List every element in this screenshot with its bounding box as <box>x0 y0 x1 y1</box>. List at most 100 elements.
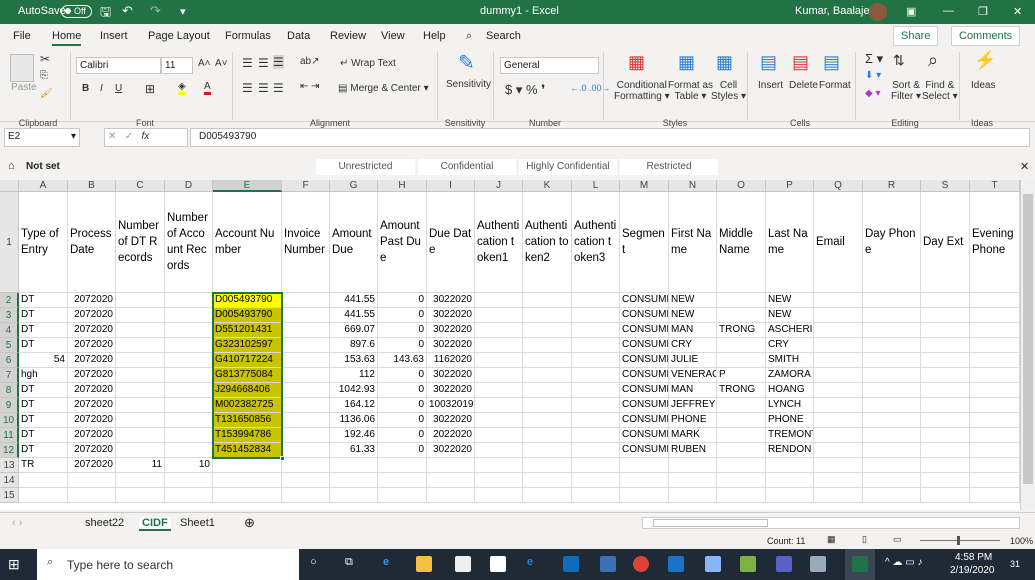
currency-icon[interactable]: $ ▾ % ❜ <box>505 82 546 97</box>
cell[interactable] <box>213 488 282 503</box>
cell[interactable] <box>523 368 572 383</box>
cell[interactable] <box>116 398 165 413</box>
cell[interactable] <box>572 413 620 428</box>
cell[interactable]: 2072020 <box>68 413 116 428</box>
cell[interactable] <box>282 458 330 473</box>
column-header-G[interactable]: G <box>330 180 378 192</box>
cell[interactable] <box>165 383 213 398</box>
cell[interactable] <box>523 353 572 368</box>
cell[interactable]: 3022020 <box>427 323 475 338</box>
format-cells-icon[interactable]: ▤ <box>823 52 841 72</box>
undo-icon[interactable]: ↶ <box>122 3 133 18</box>
cell[interactable]: 112 <box>330 368 378 383</box>
cell[interactable] <box>766 458 814 473</box>
redo-icon[interactable]: ↷ <box>150 3 161 18</box>
column-title-cell[interactable]: Amount Past Due <box>378 192 427 293</box>
column-header-E[interactable]: E <box>213 180 282 192</box>
cell[interactable] <box>970 323 1020 338</box>
cell[interactable]: CONSUME <box>620 398 669 413</box>
cell[interactable] <box>116 368 165 383</box>
cell[interactable] <box>427 488 475 503</box>
cell[interactable] <box>282 353 330 368</box>
cell[interactable]: 192.46 <box>330 428 378 443</box>
cell[interactable] <box>921 338 970 353</box>
cell[interactable]: CONSUME <box>620 353 669 368</box>
cell[interactable]: DT <box>19 308 68 323</box>
column-header-T[interactable]: T <box>970 180 1020 192</box>
cell[interactable] <box>523 398 572 413</box>
cell[interactable] <box>863 413 921 428</box>
cell[interactable]: CONSUME <box>620 323 669 338</box>
cell[interactable] <box>282 323 330 338</box>
cell[interactable] <box>620 458 669 473</box>
ribbon-display-icon[interactable]: ▣ <box>906 6 917 18</box>
notifications-icon[interactable]: 31 <box>1010 559 1021 569</box>
indent-icon[interactable]: ⇤ ⇥ <box>300 81 320 92</box>
cell[interactable]: 2072020 <box>68 293 116 308</box>
cell[interactable] <box>165 293 213 308</box>
column-title-cell[interactable]: Evening Phone <box>970 192 1020 293</box>
tab-data[interactable]: Data <box>287 30 311 42</box>
cell[interactable]: G323102597 <box>213 338 282 353</box>
chrome-icon[interactable] <box>633 556 649 572</box>
sensitivity-button[interactable]: Sensitivity <box>446 79 492 90</box>
cell[interactable] <box>863 293 921 308</box>
italic-icon[interactable]: I <box>100 83 103 94</box>
cell[interactable] <box>523 338 572 353</box>
cell[interactable]: 0 <box>378 443 427 458</box>
cell[interactable]: DT <box>19 338 68 353</box>
cell[interactable] <box>282 443 330 458</box>
cell[interactable]: 441.55 <box>330 308 378 323</box>
cell[interactable] <box>814 323 863 338</box>
conditional-formatting-button[interactable]: Conditional Formatting ▾ <box>614 80 670 102</box>
cell[interactable]: CONSUME <box>620 383 669 398</box>
column-title-cell[interactable]: Due Date <box>427 192 475 293</box>
minimize-icon[interactable]: — <box>943 5 954 17</box>
column-title-cell[interactable]: Amount Due <box>330 192 378 293</box>
column-header-S[interactable]: S <box>921 180 970 192</box>
sheet-tab-sheet1[interactable]: Sheet1 <box>180 517 215 529</box>
cell[interactable] <box>68 488 116 503</box>
cell[interactable]: 10 <box>165 458 213 473</box>
column-title-cell[interactable]: Email <box>814 192 863 293</box>
cell[interactable] <box>572 338 620 353</box>
cell[interactable] <box>116 473 165 488</box>
align-center-icon[interactable]: ☰ <box>258 81 269 95</box>
sheet-tab-cidf[interactable]: CIDF <box>139 517 171 531</box>
save-icon[interactable]: 🖫 <box>100 4 112 19</box>
cell[interactable] <box>814 368 863 383</box>
cell[interactable] <box>378 488 427 503</box>
store-icon[interactable] <box>455 556 471 572</box>
cell[interactable] <box>814 383 863 398</box>
cell[interactable]: 441.55 <box>330 293 378 308</box>
cell[interactable] <box>572 323 620 338</box>
cell[interactable]: 2072020 <box>68 323 116 338</box>
cell[interactable] <box>717 353 766 368</box>
cell[interactable]: TR <box>19 458 68 473</box>
column-title-cell[interactable]: Authentication token2 <box>523 192 572 293</box>
zoom-level[interactable]: 100% <box>1010 536 1034 546</box>
customize-toolbar-icon[interactable]: ▾ <box>180 6 186 18</box>
cell[interactable]: G410717224 <box>213 353 282 368</box>
cell[interactable] <box>572 383 620 398</box>
cell[interactable] <box>523 488 572 503</box>
cell[interactable] <box>970 308 1020 323</box>
cell[interactable] <box>213 473 282 488</box>
paste-icon[interactable] <box>10 54 34 82</box>
underline-icon[interactable]: U <box>115 83 123 94</box>
tab-view[interactable]: View <box>381 30 405 42</box>
column-title-cell[interactable]: Account Number <box>213 192 282 293</box>
cell[interactable] <box>282 338 330 353</box>
cell[interactable]: MAN <box>669 323 717 338</box>
cell[interactable] <box>572 293 620 308</box>
cell[interactable] <box>572 488 620 503</box>
close-bar-icon[interactable]: ✕ <box>1020 161 1030 173</box>
scroll-tabs-icon[interactable]: ‹ › <box>12 517 23 529</box>
cell[interactable]: TREMONTI <box>766 428 814 443</box>
tab-formulas[interactable]: Formulas <box>225 30 271 42</box>
cell[interactable]: 0 <box>378 398 427 413</box>
paste-button[interactable]: Paste <box>11 82 37 93</box>
column-header-A[interactable]: A <box>19 180 68 192</box>
column-header-F[interactable]: F <box>282 180 330 192</box>
cell[interactable]: 3022020 <box>427 383 475 398</box>
